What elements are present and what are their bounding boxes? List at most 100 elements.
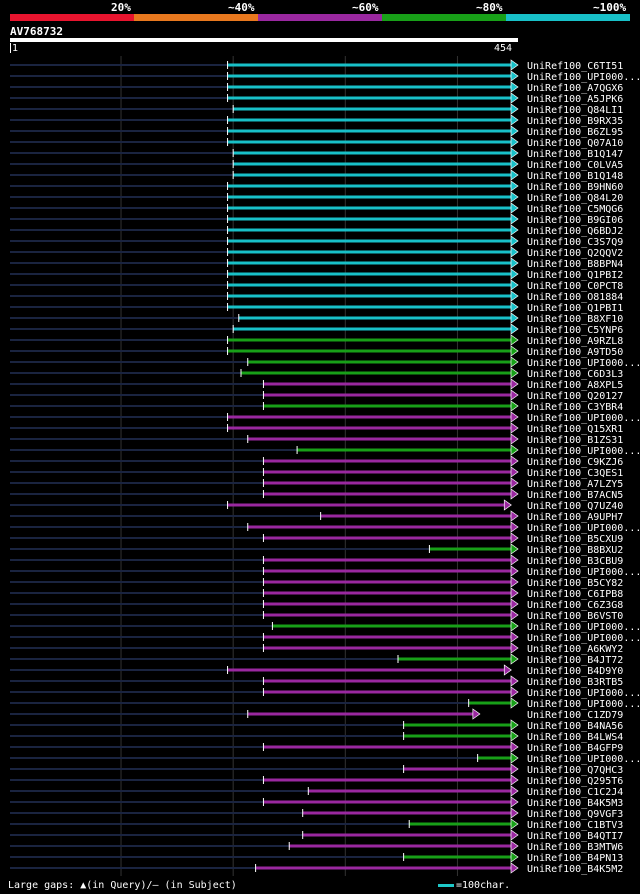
identity-legend-bar: 20% ~40% ~60% ~80% ~100% xyxy=(10,1,630,21)
hit-label: UniRef100_UPI000... xyxy=(527,754,640,765)
hit-end-arrow xyxy=(510,730,519,742)
hit-label: UniRef100_B6VST0 xyxy=(527,611,623,622)
hit-label: UniRef100_UPI000... xyxy=(527,622,640,633)
hit-label: UniRef100_UPI000... xyxy=(527,72,640,83)
alignment-row: UniRef100_C6TI51 xyxy=(10,59,623,72)
hit-label: UniRef100_B5CY82 xyxy=(527,578,623,589)
hit-label: UniRef100_C9KZJ6 xyxy=(527,457,623,468)
hit-end-arrow xyxy=(510,169,519,181)
alignment-row: UniRef100_B7ACN5 xyxy=(10,488,623,501)
hit-end-arrow xyxy=(510,785,519,797)
hit-end-arrow xyxy=(510,686,519,698)
hit-label: UniRef100_UPI000... xyxy=(527,413,640,424)
alignment-row: UniRef100_B4GFP9 xyxy=(10,741,623,754)
hit-end-arrow xyxy=(510,576,519,588)
alignment-row: UniRef100_C0PCT8 xyxy=(10,279,623,292)
hit-label: UniRef100_B4K5M2 xyxy=(527,864,623,875)
hit-end-arrow xyxy=(510,279,519,291)
hit-label: UniRef100_UPI000... xyxy=(527,699,640,710)
alignment-row: UniRef100_B9GI06 xyxy=(10,213,623,226)
legend-segment-5 xyxy=(506,14,630,21)
hit-label: UniRef100_B6ZL95 xyxy=(527,127,623,138)
alignment-row: UniRef100_C9KZJ6 xyxy=(10,455,623,468)
alignment-row: UniRef100_B4K5M2 xyxy=(10,862,623,875)
hit-end-arrow xyxy=(510,620,519,632)
hit-label: UniRef100_UPI000... xyxy=(527,567,640,578)
alignment-row: UniRef100_C5MQG6 xyxy=(10,202,623,215)
hit-end-arrow xyxy=(510,763,519,775)
scale-swatch xyxy=(438,883,454,887)
hit-end-arrow xyxy=(510,235,519,247)
hit-label: UniRef100_Q2QQV2 xyxy=(527,248,623,259)
hit-label: UniRef100_B9GI06 xyxy=(527,215,623,226)
alignment-row: UniRef100_Q7UZ40 xyxy=(10,499,623,512)
hit-label: UniRef100_B4JT72 xyxy=(527,655,623,666)
hit-end-arrow xyxy=(510,433,519,445)
hit-end-arrow xyxy=(510,356,519,368)
hit-end-arrow xyxy=(510,257,519,269)
scale-text: =100char. xyxy=(456,880,511,891)
hit-end-arrow xyxy=(510,774,519,786)
query-start-tick xyxy=(10,43,11,53)
alignment-row: UniRef100_Q84LI1 xyxy=(10,103,623,116)
hit-label: UniRef100_B3MTW6 xyxy=(527,842,623,853)
hit-end-arrow xyxy=(510,719,519,731)
alignment-row: UniRef100_B1ZS31 xyxy=(10,433,623,446)
hit-label: UniRef100_C6Z3G8 xyxy=(527,600,623,611)
hit-end-arrow xyxy=(510,411,519,423)
hit-end-arrow xyxy=(510,510,519,522)
hit-label: UniRef100_A8XPL5 xyxy=(527,380,623,391)
hit-label: UniRef100_Q84LI1 xyxy=(527,105,623,116)
hit-end-arrow xyxy=(510,532,519,544)
hit-end-arrow xyxy=(510,818,519,830)
hit-label: UniRef100_A7QGX6 xyxy=(527,83,623,94)
hit-label: UniRef100_C0LVA5 xyxy=(527,160,623,171)
hit-end-arrow xyxy=(510,70,519,82)
alignment-row: UniRef100_UPI000... xyxy=(10,752,640,765)
hit-end-arrow xyxy=(510,422,519,434)
alignment-row: UniRef100_C5YNP6 xyxy=(10,323,623,336)
hit-end-arrow xyxy=(510,290,519,302)
alignment-row: UniRef100_Q20127 xyxy=(10,389,623,402)
alignment-row: UniRef100_A5JPK6 xyxy=(10,92,623,105)
alignment-row: UniRef100_B3CBU9 xyxy=(10,554,623,567)
alignment-row: UniRef100_UPI000... xyxy=(10,70,640,83)
hit-label: UniRef100_B9RX35 xyxy=(527,116,623,127)
hit-label: UniRef100_C3S7Q9 xyxy=(527,237,623,248)
hit-end-arrow xyxy=(510,367,519,379)
hit-end-arrow xyxy=(510,59,519,71)
alignment-row: UniRef100_A9UPH7 xyxy=(10,510,623,523)
hit-end-arrow xyxy=(510,488,519,500)
alignment-row: UniRef100_C0LVA5 xyxy=(10,158,623,171)
alignment-row: UniRef100_B4K5M3 xyxy=(10,796,623,809)
hit-end-arrow xyxy=(510,246,519,258)
alignment-row: UniRef100_A9TD50 xyxy=(10,345,623,358)
query-start-label: 1 xyxy=(12,43,19,54)
hit-end-arrow xyxy=(510,81,519,93)
hit-end-arrow xyxy=(510,807,519,819)
alignment-row: UniRef100_C6D3L3 xyxy=(10,367,623,380)
alignment-row: UniRef100_UPI000... xyxy=(10,565,640,578)
hit-end-arrow xyxy=(510,675,519,687)
alignment-row: UniRef100_B1Q147 xyxy=(10,147,623,160)
query-end-label: 454 xyxy=(494,43,513,54)
hit-label: UniRef100_B1Q147 xyxy=(527,149,623,160)
alignment-row: UniRef100_B1Q148 xyxy=(10,169,623,182)
hit-end-arrow xyxy=(510,158,519,170)
legend-segment-4 xyxy=(382,14,506,21)
alignment-row: UniRef100_UPI000... xyxy=(10,686,640,699)
alignment-row: UniRef100_UPI000... xyxy=(10,620,640,633)
hit-label: UniRef100_B8XF10 xyxy=(527,314,623,325)
alignment-row: UniRef100_UPI000... xyxy=(10,521,640,534)
hit-label: UniRef100_UPI000... xyxy=(527,688,640,699)
legend-label-2: ~40% xyxy=(228,1,255,14)
hit-end-arrow xyxy=(510,851,519,863)
hit-end-arrow xyxy=(510,598,519,610)
hit-label: UniRef100_C3QES1 xyxy=(527,468,623,479)
alignment-row: UniRef100_B3RTB5 xyxy=(10,675,623,688)
hit-label: UniRef100_C1C2J4 xyxy=(527,787,623,798)
hit-end-arrow xyxy=(510,609,519,621)
hit-label: UniRef100_Q15XR1 xyxy=(527,424,623,435)
alignment-row: UniRef100_B8BPN4 xyxy=(10,257,623,270)
